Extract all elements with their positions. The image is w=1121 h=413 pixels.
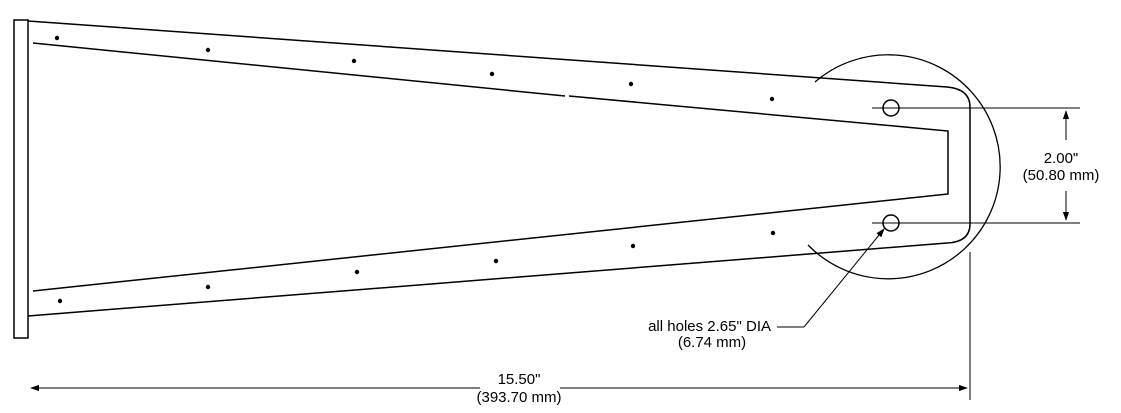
arm-outer-outline [27,20,971,317]
overall-length-mm: (393.70 mm) [476,389,561,406]
rivet [770,230,776,236]
rivet [493,258,499,264]
hole-spacing-mm: (50.80 mm) [1023,167,1100,184]
upper-rivet-row [54,35,775,102]
rivet [351,58,357,64]
hole-spacing-dimension: 2.00" (50.80 mm) [872,107,1100,224]
rivet [54,35,60,41]
rivet [205,284,211,290]
lower-rivet-row [57,230,776,304]
rivet [489,71,495,77]
rivet [628,81,634,87]
end-disc [807,54,1001,280]
leader-arrow [803,228,885,328]
hole-spacing-inches: 2.00" [1044,150,1079,167]
rivet [630,243,636,249]
hole-diameter-mm: (6.74 mm) [678,334,746,351]
arm-inner-outline [32,42,949,292]
hole-diameter-inches: all holes 2.65" DIA [648,318,771,335]
overall-length-dimension: 15.50" (393.70 mm) [30,252,971,406]
rivet [769,96,775,102]
rivet [57,298,63,304]
mounting-plate [13,19,29,339]
rivet [354,269,360,275]
overall-length-inches: 15.50" [498,371,541,388]
rivet [205,47,211,53]
hole-diameter-callout: all holes 2.65" DIA (6.74 mm) [648,228,885,351]
